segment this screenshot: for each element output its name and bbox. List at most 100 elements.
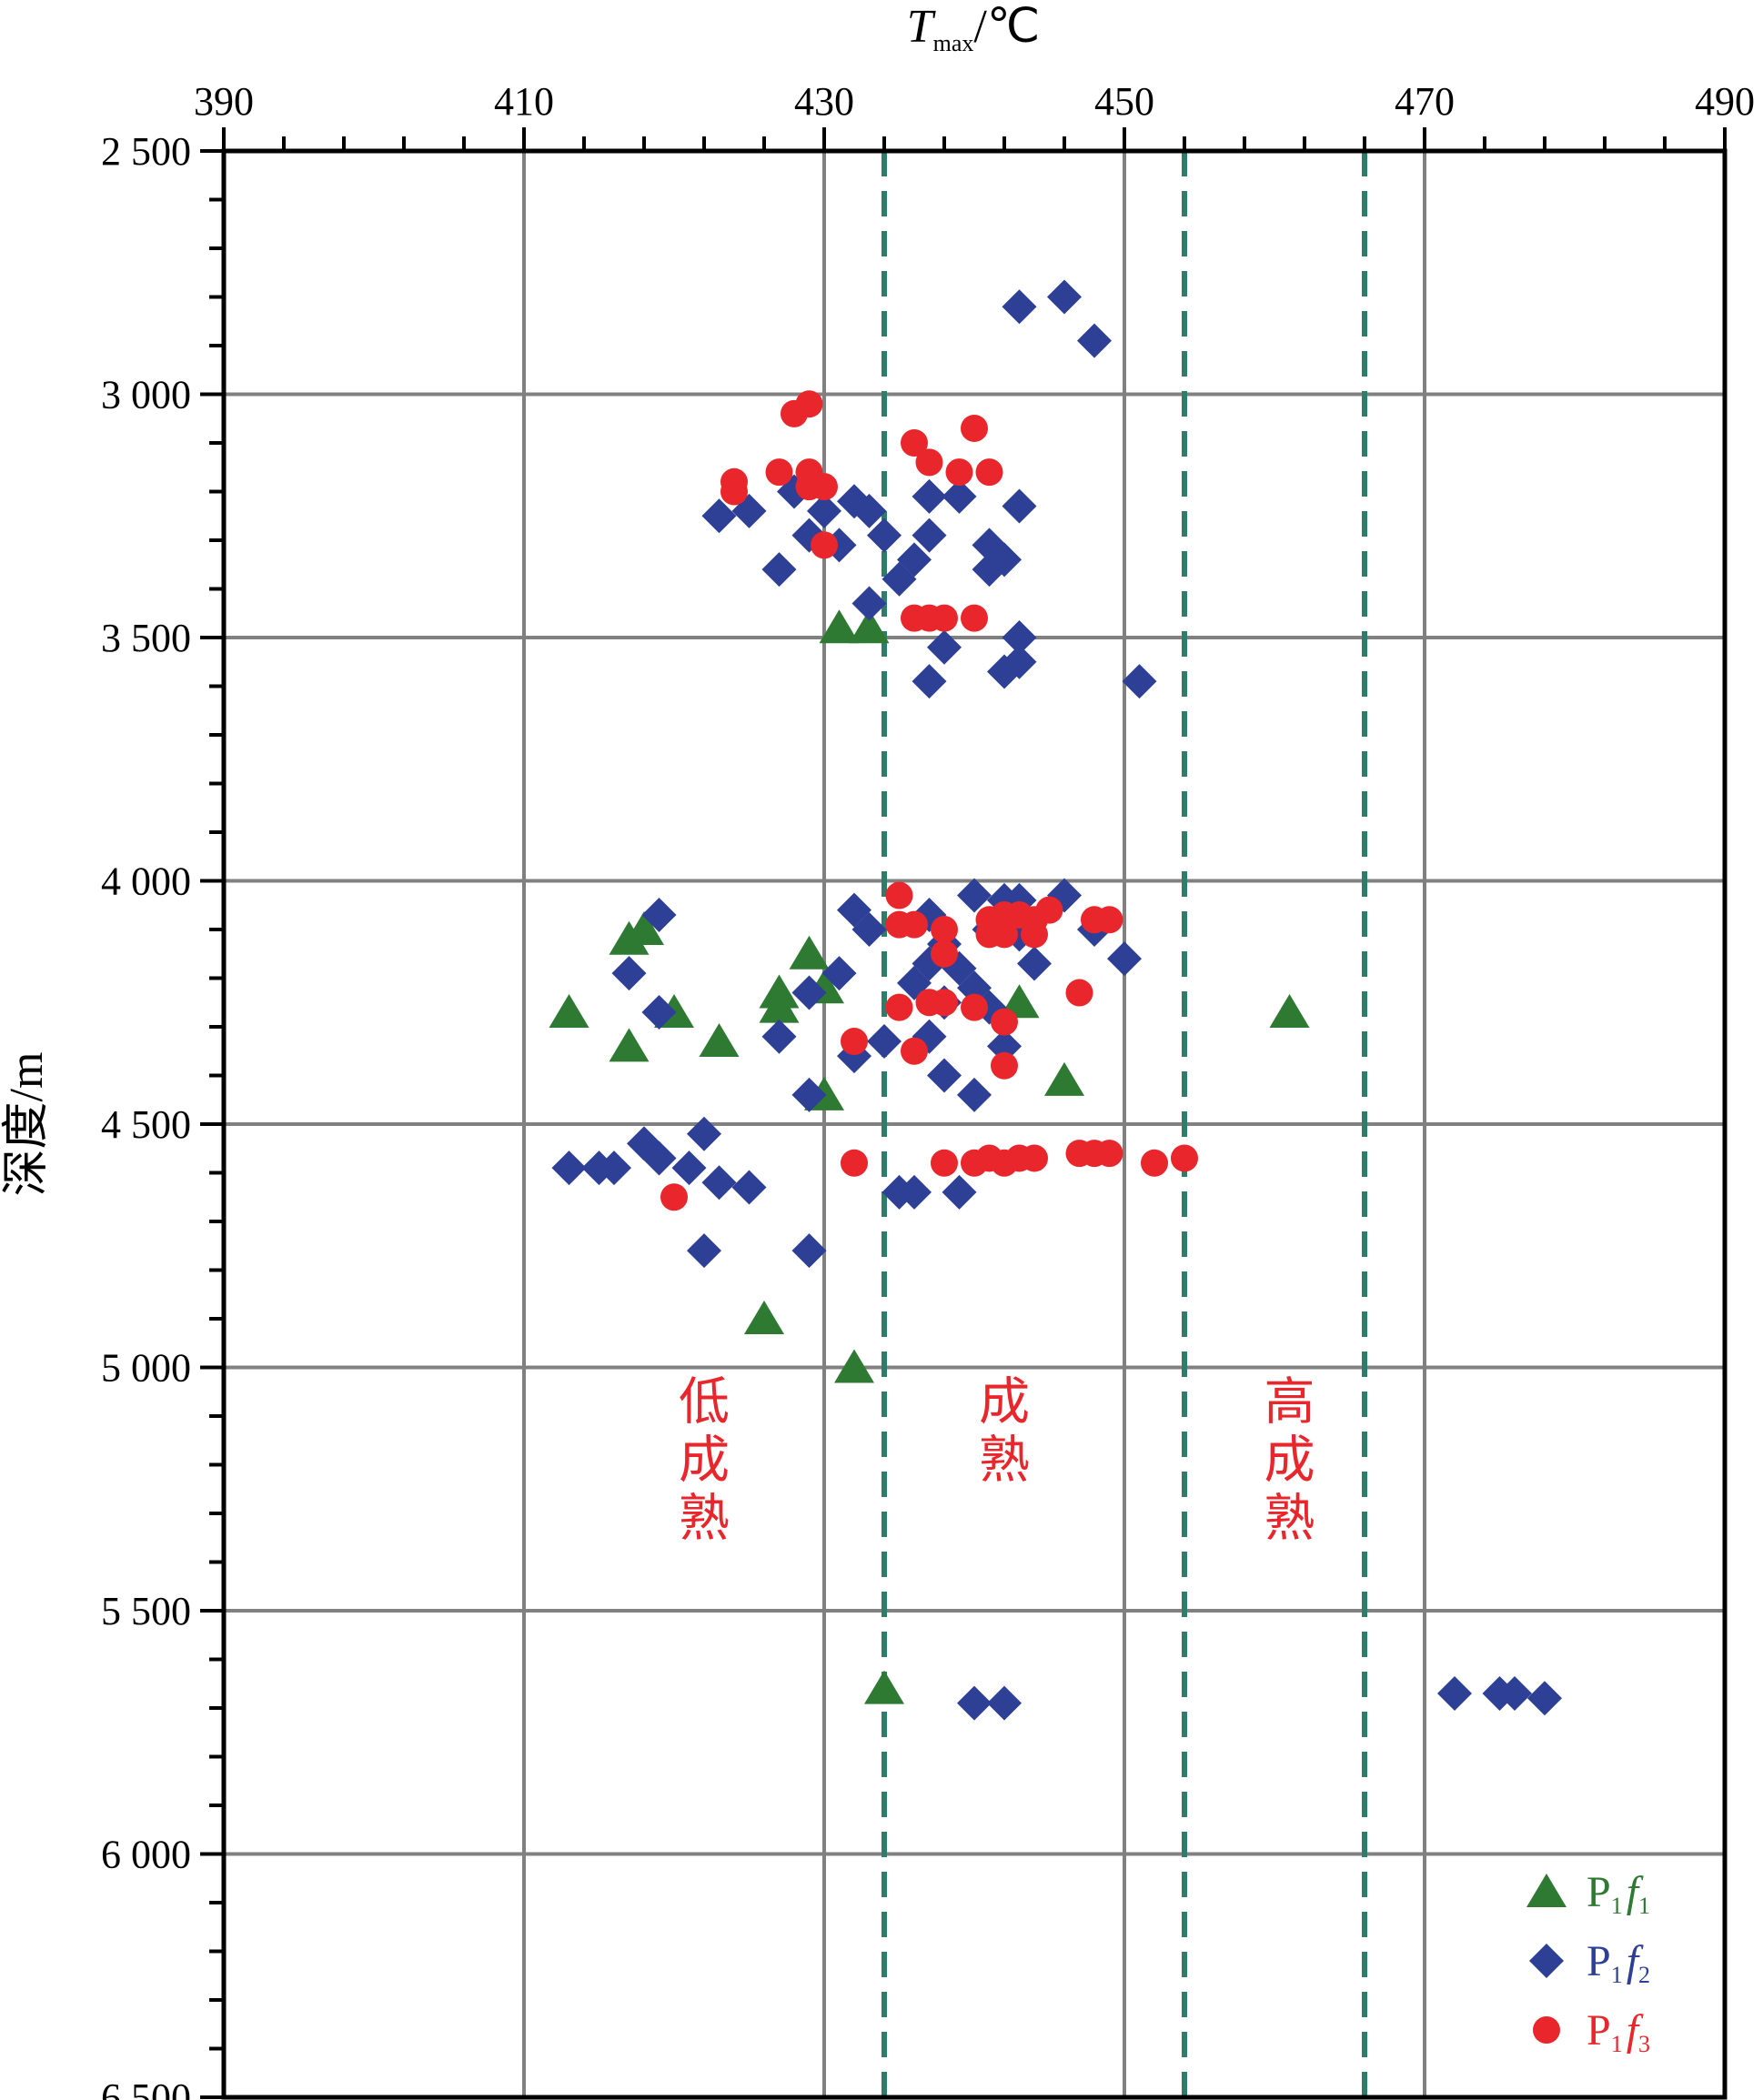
- data-point: [1171, 1144, 1198, 1172]
- data-point: [720, 477, 748, 506]
- grid: [224, 151, 1725, 2097]
- data-point: [1002, 289, 1037, 325]
- data-point: [897, 1174, 932, 1210]
- data-point: [987, 542, 1022, 578]
- legend-item: P1f2: [1529, 1937, 1650, 1988]
- data-point: [761, 1019, 797, 1054]
- legend-item: P1f1: [1526, 1868, 1650, 1919]
- zone-label-char: 成: [979, 1372, 1030, 1432]
- y-tick-label: 2 500: [101, 129, 191, 174]
- data-point: [821, 956, 857, 991]
- data-point: [957, 1685, 992, 1721]
- data-point: [1122, 664, 1157, 699]
- data-point: [641, 994, 677, 1030]
- maturity-threshold-lines: [882, 151, 1367, 2097]
- data-point: [851, 586, 887, 621]
- data-point: [957, 878, 992, 913]
- y-tick-label: 3 000: [101, 373, 191, 417]
- data-point: [1269, 993, 1310, 1028]
- data-point: [931, 989, 958, 1017]
- data-point: [945, 458, 973, 487]
- data-point: [609, 1028, 650, 1062]
- zone-label-char: 高: [1264, 1372, 1315, 1432]
- data-point: [961, 414, 988, 442]
- data-point: [991, 920, 1018, 949]
- data-points: [549, 279, 1562, 1721]
- zone-label-char: 熟: [979, 1431, 1030, 1490]
- legend-label-sub: 3: [1638, 2031, 1650, 2057]
- zone-label-char: 熟: [1264, 1489, 1315, 1548]
- data-point: [1527, 1681, 1562, 1716]
- x-axis-title-unit: /℃: [973, 1, 1040, 53]
- zone-label: 成熟: [979, 1372, 1030, 1490]
- x-tick-label: 410: [494, 79, 554, 124]
- data-point: [927, 629, 962, 665]
- data-point: [927, 1058, 962, 1093]
- legend-label: P1f2: [1587, 1937, 1650, 1988]
- data-point: [1017, 946, 1052, 981]
- data-point: [975, 458, 1003, 487]
- x-tick-label: 450: [1094, 79, 1154, 124]
- data-point: [1002, 488, 1037, 524]
- zone-label-char: 熟: [679, 1489, 730, 1548]
- legend-label: P1f1: [1587, 1868, 1650, 1919]
- data-point: [789, 935, 830, 970]
- legend-item: P1f3: [1533, 2006, 1650, 2057]
- legend-marker: [1529, 1944, 1564, 1978]
- y-tick-label: 5 500: [101, 1589, 191, 1633]
- data-point: [791, 975, 827, 1010]
- x-tick-labels: 390 410 430 450 470 490: [194, 79, 1755, 124]
- data-point: [901, 1037, 928, 1065]
- data-point: [1095, 906, 1123, 934]
- data-point: [807, 493, 841, 528]
- data-point: [699, 1023, 740, 1058]
- data-point: [1021, 1144, 1048, 1172]
- y-tick-label: 5 000: [101, 1346, 191, 1391]
- data-point: [611, 956, 647, 991]
- data-point: [791, 1233, 827, 1269]
- data-point: [851, 912, 887, 947]
- zone-label: 低成熟: [679, 1372, 730, 1548]
- data-point: [597, 1150, 631, 1186]
- x-tick-label: 390: [194, 79, 254, 124]
- data-point: [901, 910, 928, 939]
- legend-label-sub: 1: [1611, 2031, 1623, 2057]
- data-point: [901, 429, 928, 457]
- data-point: [849, 609, 890, 644]
- data-point: [931, 604, 958, 632]
- data-point: [795, 390, 823, 418]
- data-point: [885, 993, 913, 1021]
- data-point: [1077, 323, 1112, 358]
- zone-label: 高成熟: [1264, 1372, 1315, 1548]
- data-point: [731, 1170, 767, 1205]
- zone-label-char: 成: [1264, 1431, 1315, 1490]
- data-point: [551, 1150, 587, 1186]
- data-point: [624, 911, 664, 945]
- legend-label-main: P: [1587, 2006, 1611, 2055]
- data-point: [864, 1670, 904, 1704]
- data-point: [687, 1233, 721, 1269]
- y-tick-label: 6 500: [101, 2075, 191, 2100]
- data-point: [931, 916, 958, 943]
- axis-ticks: [200, 127, 1727, 2099]
- data-point: [549, 993, 589, 1028]
- legend-label: P1f3: [1587, 2006, 1650, 2057]
- y-tick-label: 4 000: [101, 859, 191, 904]
- data-point: [961, 993, 988, 1021]
- x-tick-label: 430: [794, 79, 854, 124]
- legend-label-sub: 1: [1611, 1893, 1623, 1919]
- data-point: [882, 561, 917, 597]
- data-point: [957, 1077, 992, 1112]
- x-axis-title-sub: max: [933, 30, 974, 56]
- data-point: [744, 1301, 784, 1334]
- data-point: [867, 517, 902, 553]
- x-axis-title: Tmax/℃: [907, 1, 1041, 56]
- data-point: [1065, 979, 1093, 1007]
- data-point: [1035, 896, 1063, 924]
- data-point: [1107, 941, 1142, 977]
- data-point: [885, 881, 913, 909]
- data-point: [1021, 920, 1048, 949]
- data-point: [687, 1116, 721, 1151]
